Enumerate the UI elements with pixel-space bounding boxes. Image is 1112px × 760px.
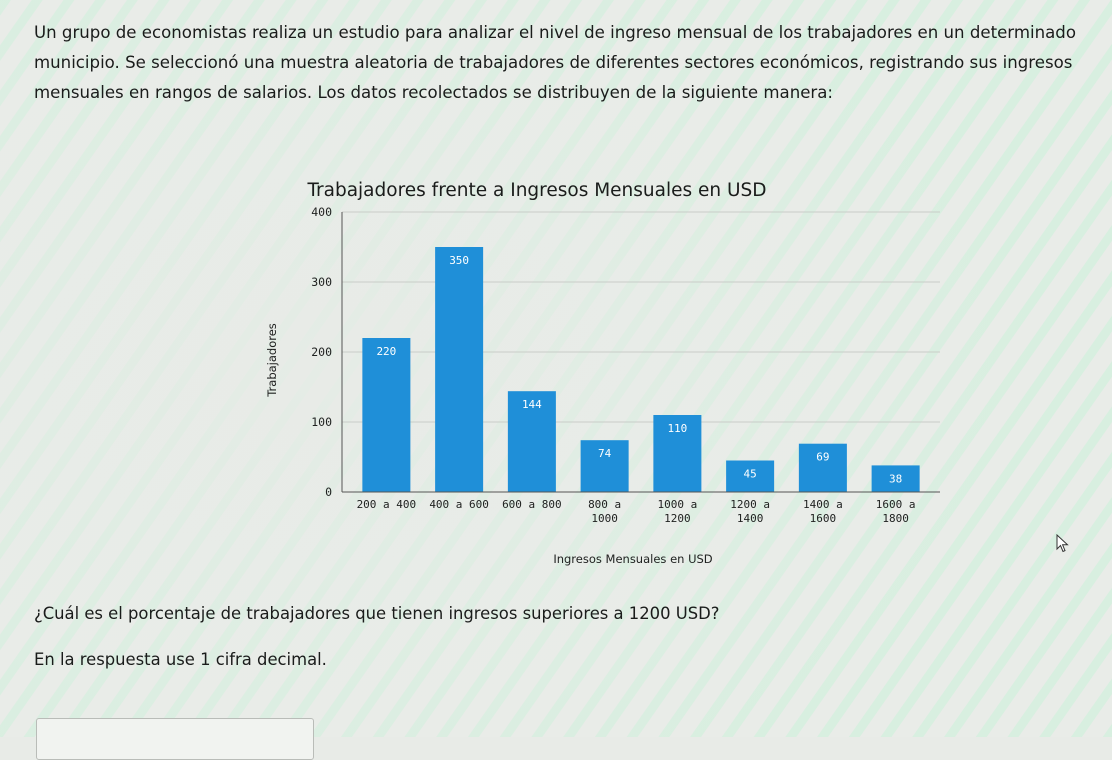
x-tick-label: 1600 a bbox=[876, 498, 916, 511]
bar-value-label: 45 bbox=[744, 468, 757, 481]
moire-background bbox=[0, 0, 1112, 737]
y-axis-label: Trabajadores bbox=[265, 323, 279, 398]
x-tick-label: 800 a bbox=[588, 498, 621, 511]
x-tick-label: 1400 bbox=[737, 512, 764, 525]
bar bbox=[653, 415, 702, 492]
x-tick-label: 600 a 800 bbox=[502, 498, 562, 511]
instruction-text: En la respuesta use 1 cifra decimal. bbox=[34, 650, 327, 669]
bar bbox=[726, 460, 775, 492]
y-tick-label: 300 bbox=[311, 275, 332, 289]
x-tick-label: 200 a 400 bbox=[357, 498, 417, 511]
bar bbox=[798, 443, 847, 492]
y-tick-label: 200 bbox=[311, 345, 332, 359]
y-axis-ticks: 0 100 200 300 400 bbox=[311, 205, 332, 499]
x-tick-label: 1600 bbox=[810, 512, 837, 525]
x-tick-label: 1200 a bbox=[730, 498, 770, 511]
bar-value-label: 220 bbox=[376, 345, 396, 358]
bar bbox=[435, 247, 484, 492]
answer-input[interactable] bbox=[36, 718, 314, 760]
chart-title: Trabajadores frente a Ingresos Mensuales… bbox=[306, 180, 766, 201]
bar-value-label: 350 bbox=[449, 254, 469, 267]
x-tick-label: 1800 bbox=[882, 512, 909, 525]
gridlines bbox=[342, 211, 940, 493]
x-tick-label: 1200 bbox=[664, 512, 691, 525]
bars: 220 350 144 74 110 45 69 38 bbox=[362, 247, 920, 492]
x-tick-label: 1000 bbox=[591, 512, 618, 525]
bar-value-label: 69 bbox=[816, 451, 829, 464]
x-tick-label: 1400 a bbox=[803, 498, 843, 511]
bar bbox=[362, 338, 411, 492]
y-tick-label: 100 bbox=[311, 415, 332, 429]
question-text: ¿Cuál es el porcentaje de trabajadores q… bbox=[34, 604, 720, 623]
x-axis-label: Ingresos Mensuales en USD bbox=[553, 552, 712, 566]
bar bbox=[580, 440, 629, 492]
bar-chart: Trabajadores frente a Ingresos Mensuales… bbox=[265, 180, 940, 566]
bar-value-label: 110 bbox=[667, 422, 687, 435]
x-tick-label: 400 a 600 bbox=[429, 498, 489, 511]
bar bbox=[507, 391, 556, 492]
x-tick-label: 1000 a bbox=[658, 498, 698, 511]
worksheet-page: Un grupo de economistas realiza un estud… bbox=[34, 23, 1076, 760]
y-tick-label: 0 bbox=[325, 485, 332, 499]
bar bbox=[871, 465, 920, 492]
problem-statement: Un grupo de economistas realiza un estud… bbox=[34, 23, 1076, 102]
bar-value-label: 74 bbox=[598, 447, 612, 460]
bar-value-label: 144 bbox=[522, 398, 542, 411]
mouse-pointer-icon bbox=[1056, 534, 1069, 553]
bar-value-label: 38 bbox=[889, 472, 902, 485]
y-tick-label: 400 bbox=[311, 205, 332, 219]
